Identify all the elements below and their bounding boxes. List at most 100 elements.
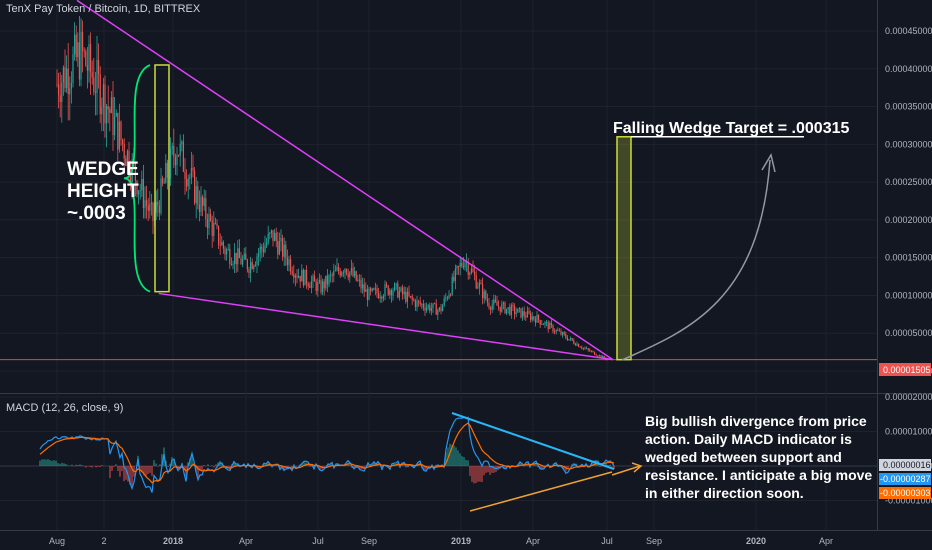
candle-body <box>419 301 421 305</box>
candle-body <box>70 82 72 89</box>
candle-body <box>453 276 455 281</box>
macd-histogram-bar <box>211 465 213 466</box>
candle-body <box>197 186 199 205</box>
macd-histogram-bar <box>41 459 43 466</box>
candle-body <box>102 84 104 108</box>
price-candles <box>56 15 608 361</box>
macd-histogram-bar <box>125 466 127 480</box>
candle-body <box>82 31 84 51</box>
macd-histogram-bar <box>319 466 321 470</box>
candle-body <box>224 248 226 255</box>
candle-body <box>405 291 407 302</box>
candle-body <box>136 180 138 195</box>
macd-histogram-bar <box>45 459 47 466</box>
candle-body <box>179 143 181 156</box>
candle-body <box>186 178 188 187</box>
macd-histogram-bar <box>187 462 189 466</box>
candle-body <box>482 284 484 299</box>
candle-body <box>334 270 336 272</box>
macd-histogram-bar <box>159 464 161 466</box>
candle-body <box>189 177 191 179</box>
candle-body <box>584 347 586 349</box>
candle-body <box>248 269 250 274</box>
macd-histogram-bar <box>39 460 41 466</box>
candle-body <box>320 280 322 293</box>
candle-body <box>101 107 103 115</box>
macd-histogram-bar <box>51 460 53 466</box>
divergence-note-5: in either direction soon. <box>645 485 804 501</box>
candle-body <box>594 351 596 355</box>
candle-body <box>470 268 472 273</box>
candle-body <box>309 286 311 288</box>
candle-body <box>83 50 85 52</box>
candle-body <box>139 190 141 191</box>
candle-body <box>307 283 309 287</box>
candle-body <box>181 141 183 144</box>
candle-body <box>286 257 288 266</box>
candle-body <box>160 178 162 213</box>
wedge-height-brace <box>123 64 151 293</box>
candle-body <box>134 164 136 181</box>
macd-histogram-bar <box>487 466 489 473</box>
candle-body <box>451 276 453 295</box>
macd-histogram-bar <box>283 466 285 470</box>
candle-body <box>90 44 92 73</box>
macd-histogram-bar <box>139 466 141 471</box>
candle-body <box>437 310 439 315</box>
candle-body <box>58 84 60 96</box>
candle-body <box>235 252 237 265</box>
candle-body <box>509 307 511 315</box>
candle-body <box>581 347 583 349</box>
macd-histogram-bar <box>275 465 277 466</box>
macd-histogram-bar <box>323 466 325 468</box>
macd-histogram-bar <box>371 463 373 466</box>
candle-body <box>155 201 157 213</box>
candle-body <box>352 268 354 277</box>
candle-body <box>64 67 66 88</box>
candle-body <box>459 263 461 267</box>
candle-body <box>400 287 402 292</box>
candle-body <box>454 268 456 281</box>
candle-body <box>192 168 194 171</box>
candle-body <box>69 88 71 95</box>
price-tick-label: 0.00025000 <box>885 177 932 187</box>
macd-histogram-bar <box>471 466 473 482</box>
macd-histogram-bar <box>389 466 391 469</box>
candle-body <box>515 312 517 315</box>
candle-body <box>221 242 223 246</box>
candle-body <box>245 253 247 260</box>
candle-body <box>336 267 338 271</box>
macd-histogram-bar <box>47 459 49 466</box>
candle-body <box>395 283 397 285</box>
candle-body <box>202 196 204 206</box>
candle-body <box>507 307 509 309</box>
divergence-note-4: resistance. I anticipate a big move <box>645 467 872 483</box>
candle-body <box>546 322 548 324</box>
macd-histogram-bar <box>503 466 505 469</box>
macd-histogram-bar <box>215 464 217 466</box>
candle-body <box>293 273 295 278</box>
wedge-height-label-1: WEDGE <box>67 159 139 180</box>
macd-histogram-bar <box>191 454 193 466</box>
candle-body <box>173 146 175 157</box>
candle-body <box>104 84 106 124</box>
macd-histogram-bar <box>295 466 297 467</box>
time-tick-label: 2020 <box>746 536 766 546</box>
candle-body <box>518 308 520 310</box>
macd-histogram-bar <box>605 463 607 466</box>
macd-histogram-bar <box>455 447 457 466</box>
price-tick-label: 0.00015000 <box>885 253 932 263</box>
macd-histogram-bar <box>373 462 375 466</box>
macd-histogram-bar <box>225 466 227 468</box>
candle-body <box>432 303 434 309</box>
candle-body <box>498 305 500 307</box>
candle-body <box>128 150 130 175</box>
candle-body <box>504 302 506 314</box>
candle-body <box>99 74 101 115</box>
macd-histogram-bar <box>491 466 493 473</box>
candle-body <box>238 248 240 259</box>
candle-body <box>411 296 413 300</box>
time-tick-label: Apr <box>819 536 833 546</box>
macd-histogram-bar <box>527 463 529 466</box>
candle-body <box>597 355 599 357</box>
